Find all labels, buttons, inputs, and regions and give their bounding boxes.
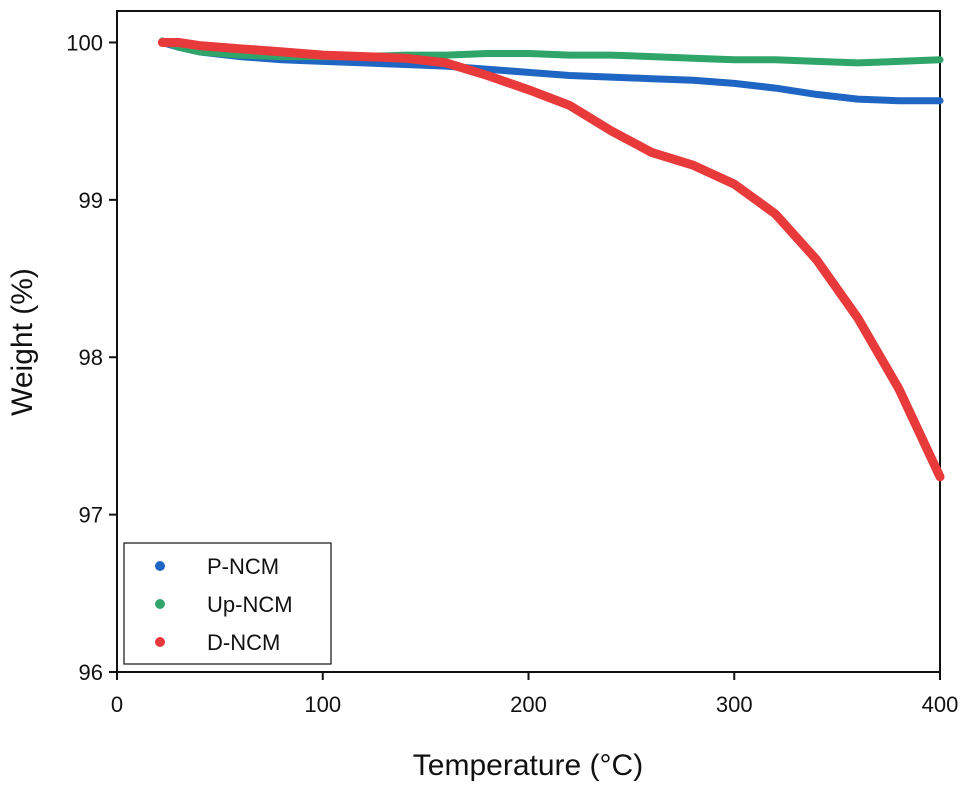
y-tick-label: 100: [66, 30, 103, 55]
legend-marker: [155, 561, 165, 571]
x-tick-label: 200: [510, 692, 547, 717]
y-tick-label: 96: [79, 660, 103, 685]
y-axis-title: Weight (%): [6, 268, 39, 416]
y-tick-label: 97: [79, 503, 103, 528]
y-tick-label: 98: [79, 345, 103, 370]
legend-label: Up-NCM: [207, 592, 293, 617]
legend-marker: [155, 599, 165, 609]
x-tick-label: 100: [304, 692, 341, 717]
x-tick-label: 400: [922, 692, 959, 717]
x-axis-title: Temperature (°C): [413, 749, 643, 782]
legend-marker: [155, 637, 165, 647]
x-tick-label: 300: [716, 692, 753, 717]
legend-label: P-NCM: [207, 554, 279, 579]
series-line-d-ncm: [157, 38, 945, 482]
legend-label: D-NCM: [207, 630, 280, 655]
x-tick-label: 0: [111, 692, 123, 717]
y-axis-ticks: 96 97 98 99 100: [66, 30, 117, 685]
x-axis-ticks: 0 100 200 300 400: [111, 672, 958, 717]
series-layer: [157, 37, 945, 482]
y-tick-label: 99: [79, 188, 103, 213]
series-line-up-ncm: [158, 37, 944, 67]
legend-items: P-NCM Up-NCM D-NCM: [155, 554, 293, 655]
legend: P-NCM Up-NCM D-NCM: [123, 542, 332, 665]
